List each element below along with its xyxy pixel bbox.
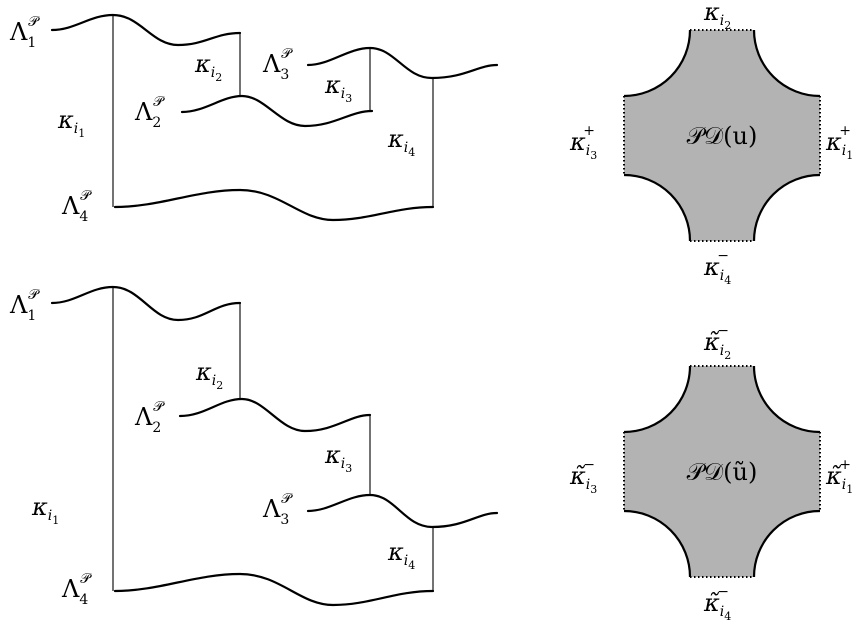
bottom-lambda1-curve — [50, 285, 242, 322]
top-strands — [50, 13, 499, 222]
bottom-lambda2-label: Λ2𝒫 — [134, 399, 165, 436]
top-lambda4-label: Λ4𝒫 — [61, 188, 92, 225]
top-kappa-i4-label: κi4 — [387, 125, 415, 159]
bottom-kappa-i1-label: κi1 — [31, 493, 59, 527]
polygon-top-arc-tr — [752, 29, 821, 98]
bottom-kappa-i2-label: κi2 — [195, 358, 223, 392]
top-lambda3-curve — [306, 46, 499, 80]
polygon-bottom-arc-tr — [752, 365, 821, 434]
polygon-bottom-top-label: κ̃i2− — [703, 323, 731, 362]
polygon-top-center-label: 𝒫𝒟(u) — [687, 122, 758, 150]
bottom-kappa-i4-label: κi4 — [387, 538, 415, 572]
top-lambda2-label: Λ2𝒫 — [134, 94, 165, 131]
polygon-top-arc-bl — [623, 173, 692, 242]
polygon-bottom-arc-br — [752, 509, 821, 578]
top-labels: Λ1𝒫 Λ2𝒫 Λ3𝒫 Λ4𝒫 κi1 κi2 κi3 κi4 — [9, 14, 415, 225]
polygon-bottom-right-label: κ̃i1+ — [825, 457, 853, 496]
bottom-lambda4-label: Λ4𝒫 — [61, 571, 92, 608]
polygon-bottom-arc-tl — [623, 365, 692, 434]
polygon-top-fill — [624, 30, 820, 241]
top-kappa-i3-label: κi3 — [324, 71, 352, 105]
polygon-top: 𝒫𝒟(u) κi2 κi1+ κi3+ κi4− — [569, 0, 853, 287]
bottom-lambda1-label: Λ1𝒫 — [9, 287, 40, 324]
bottom-lambda4-curve — [113, 572, 435, 607]
polygon-bottom-bottom-label: κ̃i4− — [703, 584, 731, 623]
polygon-top-top-label: κi2 — [703, 0, 731, 32]
polygon-bottom-left-label: κ̃i3− — [569, 457, 597, 496]
bottom-kappa-i3-label: κi3 — [324, 441, 352, 475]
bottom-lambda2-curve — [178, 397, 372, 433]
polygon-bottom: 𝒫𝒟(ũ) κ̃i2− κ̃i1+ κ̃i3− κ̃i4− — [569, 323, 853, 623]
bottom-labels: Λ1𝒫 Λ2𝒫 Λ3𝒫 Λ4𝒫 κi1 κi2 κi3 κi4 — [9, 287, 415, 608]
polygon-top-arc-tl — [623, 29, 692, 98]
polygon-bottom-fill — [624, 366, 820, 577]
polygon-top-arc-br — [752, 173, 821, 242]
top-kappa-i2-label: κi2 — [194, 50, 222, 84]
top-lambda4-curve — [113, 188, 435, 222]
top-lambda2-curve — [180, 94, 374, 128]
polygon-bottom-arc-bl — [623, 509, 692, 578]
bottom-lambda3-label: Λ3𝒫 — [262, 491, 293, 528]
top-lambda1-label: Λ1𝒫 — [9, 14, 40, 51]
polygon-top-left-label: κi3+ — [569, 123, 597, 162]
top-lambda3-label: Λ3𝒫 — [262, 46, 293, 83]
bottom-strands — [50, 285, 499, 607]
top-kappa-i1-label: κi1 — [57, 106, 85, 140]
top-lambda1-curve — [50, 13, 242, 47]
bottom-lambda3-curve — [306, 493, 499, 529]
polygon-top-bottom-label: κi4− — [703, 248, 731, 287]
polygon-bottom-center-label: 𝒫𝒟(ũ) — [687, 458, 758, 486]
polygon-top-right-label: κi1+ — [825, 123, 853, 162]
